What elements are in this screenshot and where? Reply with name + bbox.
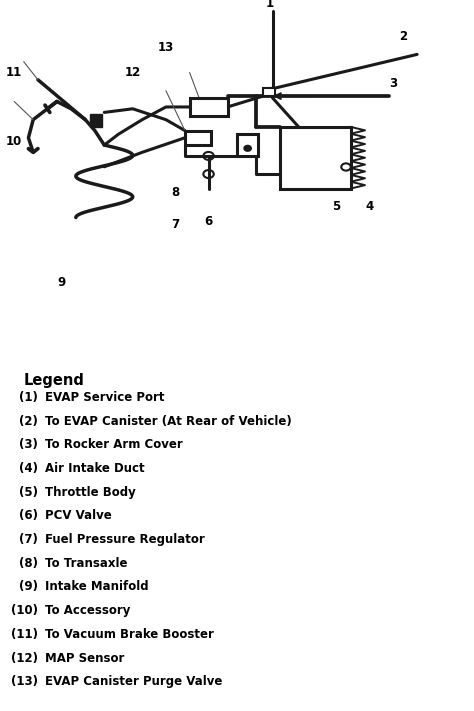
Text: 8: 8 [171, 186, 180, 198]
Text: (7): (7) [19, 533, 38, 546]
Text: (2): (2) [19, 415, 38, 427]
Text: To Accessory: To Accessory [45, 604, 130, 617]
Bar [237, 134, 258, 156]
Text: Air Intake Duct: Air Intake Duct [45, 462, 145, 475]
Text: Fuel Pressure Regulator: Fuel Pressure Regulator [45, 533, 205, 546]
Text: 6: 6 [204, 215, 213, 228]
Text: (6): (6) [19, 509, 38, 523]
Bar [190, 98, 228, 116]
Text: PCV Valve: PCV Valve [45, 509, 112, 523]
Text: 12: 12 [125, 66, 141, 79]
Text: (11): (11) [11, 628, 38, 641]
Text: 5: 5 [332, 201, 341, 213]
Text: EVAP Service Port: EVAP Service Port [45, 391, 164, 404]
Text: EVAP Canister Purge Valve: EVAP Canister Purge Valve [45, 675, 222, 688]
Text: 13: 13 [158, 41, 174, 53]
Text: MAP Sensor: MAP Sensor [45, 651, 124, 665]
Text: 2: 2 [399, 30, 407, 43]
Text: 7: 7 [171, 218, 180, 231]
Text: 3: 3 [389, 77, 398, 90]
Text: (4): (4) [19, 462, 38, 475]
Text: To Vacuum Brake Booster: To Vacuum Brake Booster [45, 628, 214, 641]
Text: 10: 10 [6, 135, 22, 148]
Text: (9): (9) [19, 580, 38, 594]
Text: 9: 9 [57, 277, 66, 289]
Text: 11: 11 [6, 66, 22, 79]
Text: (12): (12) [11, 651, 38, 665]
Text: (13): (13) [11, 675, 38, 688]
Text: To Rocker Arm Cover: To Rocker Arm Cover [45, 438, 183, 451]
Text: Throttle Body: Throttle Body [45, 486, 136, 498]
Bar [263, 88, 275, 96]
Bar [185, 131, 211, 145]
Circle shape [245, 146, 251, 151]
Text: (5): (5) [19, 486, 38, 498]
Bar [280, 127, 351, 188]
Text: To EVAP Canister (At Rear of Vehicle): To EVAP Canister (At Rear of Vehicle) [45, 415, 292, 427]
Text: 1: 1 [266, 0, 274, 10]
Text: (1): (1) [19, 391, 38, 404]
Text: 4: 4 [365, 201, 374, 213]
Text: Legend: Legend [24, 373, 84, 388]
Bar [90, 114, 102, 127]
Text: (8): (8) [19, 557, 38, 570]
Text: (10): (10) [11, 604, 38, 617]
Text: To Transaxle: To Transaxle [45, 557, 128, 570]
Text: (3): (3) [19, 438, 38, 451]
Text: Intake Manifold: Intake Manifold [45, 580, 149, 594]
